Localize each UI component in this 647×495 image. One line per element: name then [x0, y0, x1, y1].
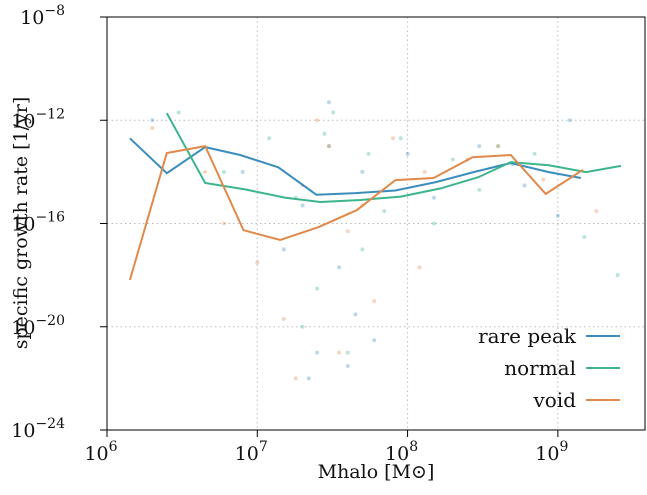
scatter-point	[422, 169, 427, 174]
y-axis-label: specific growth rate [1/yr]	[10, 97, 32, 350]
scatter-point	[372, 338, 377, 343]
scatter-point	[150, 126, 155, 131]
scatter-point	[150, 118, 155, 123]
scatter-point	[345, 229, 350, 234]
scatter-point	[203, 169, 208, 174]
y-tick-label: 10−16	[11, 210, 65, 236]
scatter-point	[337, 350, 342, 355]
scatter-point	[496, 144, 501, 149]
scatter-point	[360, 169, 365, 174]
scatter-point	[398, 136, 403, 141]
x-tick-label: 109	[535, 439, 568, 465]
plot-data	[128, 100, 622, 381]
scatter-point	[176, 110, 181, 115]
scatter-point	[582, 234, 587, 239]
scatter-point	[477, 144, 482, 149]
scatter-point	[221, 169, 226, 174]
scatter-point	[306, 376, 311, 381]
scatter-point	[496, 144, 501, 149]
scatter-point	[567, 118, 572, 123]
scatter-point	[315, 286, 320, 291]
scatter-point	[221, 221, 226, 226]
scatter-point	[353, 312, 358, 317]
y-tick-label: 10−8	[20, 3, 65, 29]
scatter-point	[432, 195, 437, 200]
scatter-point	[326, 144, 331, 149]
scatter-point	[255, 260, 260, 265]
scatter-point	[594, 209, 599, 214]
scatter-point	[326, 144, 331, 149]
scatter-point	[360, 247, 365, 252]
scatter-point	[267, 136, 272, 141]
scatter-point	[555, 213, 560, 218]
scatter-point	[300, 324, 305, 329]
scatter-point	[337, 265, 342, 270]
scatter-point	[532, 151, 537, 156]
scatter-point	[240, 169, 245, 174]
scatter-point	[541, 177, 546, 182]
scatter-point	[345, 350, 350, 355]
legend-label: rare peak	[478, 324, 577, 348]
scatter-point	[615, 273, 620, 278]
scatter-point	[382, 209, 387, 214]
y-tick-label: 10−20	[11, 313, 65, 339]
x-axis-label: Mhalo [M⊙]	[318, 461, 435, 483]
scatter-point	[417, 265, 422, 270]
y-tick-label: 10−24	[11, 416, 65, 442]
scatter-point	[322, 131, 327, 136]
scatter-point	[405, 151, 410, 156]
x-tick-label: 107	[235, 439, 268, 465]
series-line	[165, 112, 622, 204]
scatter-point	[293, 376, 298, 381]
scatter-point	[326, 100, 331, 105]
scatter-point	[432, 221, 437, 226]
y-tick-label: 10−12	[11, 106, 65, 132]
legend-label: void	[532, 388, 576, 412]
scatter-point	[477, 187, 482, 192]
series-line	[128, 144, 584, 281]
scatter-point	[345, 364, 350, 369]
x-tick-label: 106	[84, 439, 117, 465]
scatter-point	[315, 350, 320, 355]
scatter-point	[372, 298, 377, 303]
plot-frame	[106, 16, 646, 431]
scatter-point	[300, 203, 305, 208]
scatter-point	[281, 316, 286, 321]
scatter-point	[366, 151, 371, 156]
scatter-point	[450, 157, 455, 162]
scatter-point	[331, 110, 336, 115]
scatter-point	[522, 183, 527, 188]
legend-label: normal	[504, 356, 576, 380]
scatter-point	[391, 136, 396, 141]
scatter-point	[281, 247, 286, 252]
scatter-point	[315, 118, 320, 123]
